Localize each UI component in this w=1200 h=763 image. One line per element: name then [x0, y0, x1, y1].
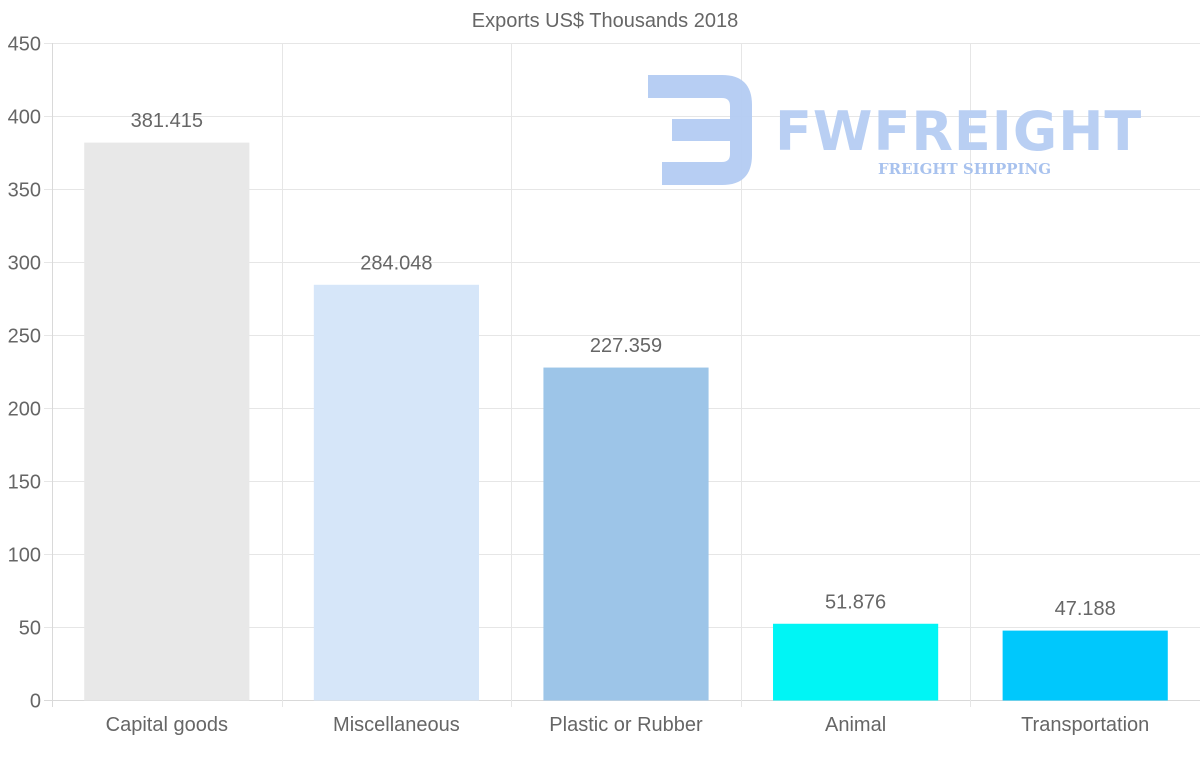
chart-title: Exports US$ Thousands 2018 — [472, 10, 738, 32]
x-tick-label: Plastic or Rubber — [549, 714, 703, 736]
x-tick-label: Animal — [825, 714, 886, 736]
bar-value-label: 227.359 — [590, 335, 662, 357]
y-tick-label: 100 — [8, 545, 41, 567]
y-tick-label: 50 — [19, 618, 41, 640]
y-tick-label: 350 — [8, 180, 41, 202]
watermark-logo: FWFREIGHT FREIGHT SHIPPING — [648, 75, 1142, 185]
data-labels: 381.415 284.048 227.359 51.876 47.188 — [131, 110, 1116, 620]
bar-value-label: 47.188 — [1055, 598, 1116, 620]
bar-value-label: 284.048 — [360, 252, 432, 274]
bar-series — [84, 142, 1168, 701]
bar-value-label: 381.415 — [131, 110, 203, 132]
fw-logo-icon — [648, 75, 752, 185]
x-tick-label: Capital goods — [106, 714, 228, 736]
bar — [543, 367, 709, 701]
x-tick-label: Miscellaneous — [333, 714, 460, 736]
y-tick-label: 200 — [8, 399, 41, 421]
x-tick-label: Transportation — [1021, 714, 1149, 736]
y-tick-label: 0 — [30, 691, 41, 713]
y-tick-label: 250 — [8, 326, 41, 348]
y-tick-label: 300 — [8, 253, 41, 275]
y-tick-label: 400 — [8, 107, 41, 129]
watermark-tagline: FREIGHT SHIPPING — [878, 160, 1051, 178]
bar — [1002, 630, 1168, 701]
chart-axes: 0 50 100 150 200 250 300 350 400 450 Capital goods… — [8, 34, 1150, 737]
y-tick-label: 450 — [8, 34, 41, 56]
bar — [773, 623, 939, 701]
watermark-brand: FWFREIGHT — [775, 100, 1142, 163]
y-tick-label: 150 — [8, 472, 41, 494]
bar-value-label: 51.876 — [825, 591, 886, 613]
bar — [84, 142, 250, 701]
bar — [313, 284, 479, 701]
